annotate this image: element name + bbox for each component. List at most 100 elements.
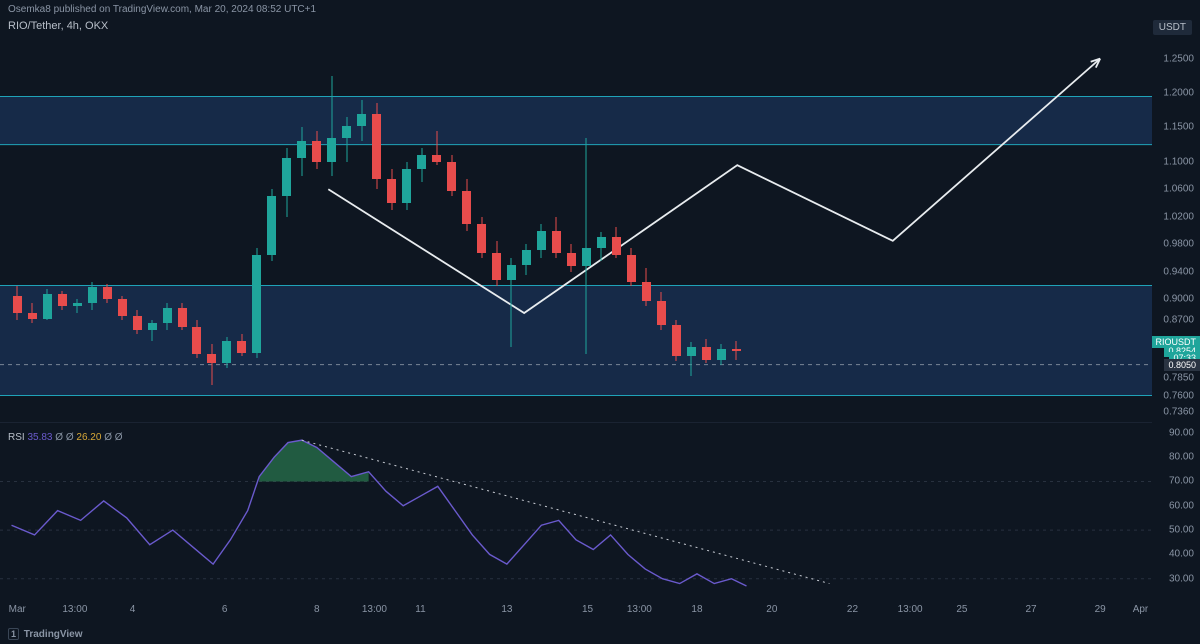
candle	[432, 38, 441, 423]
candle	[417, 38, 426, 423]
time-tick: 20	[766, 604, 777, 615]
time-tick: 27	[1025, 604, 1036, 615]
price-tick: 1.2000	[1163, 88, 1194, 99]
candle	[627, 38, 636, 423]
rsi-tick: 60.00	[1169, 500, 1194, 511]
candle	[297, 38, 306, 423]
time-tick: 29	[1095, 604, 1106, 615]
price-tick: 1.2500	[1163, 53, 1194, 64]
candle	[402, 38, 411, 423]
candle	[88, 38, 97, 423]
symbol-info[interactable]: RIO/Tether, 4h, OKX	[8, 20, 108, 32]
price-axis: 1.2500 1.2000 1.1500 1.1000 1.0600 1.0200 0.98…	[1152, 38, 1200, 423]
time-tick: 18	[691, 604, 702, 615]
candle	[252, 38, 261, 423]
candle	[642, 38, 651, 423]
price-tick: 0.9800	[1163, 239, 1194, 250]
candle	[58, 38, 67, 423]
time-tick: 13:00	[898, 604, 923, 615]
candle	[103, 38, 112, 423]
rsi-tick: 70.00	[1169, 476, 1194, 487]
rsi-tick: 30.00	[1169, 573, 1194, 584]
candle	[567, 38, 576, 423]
time-tick: 13:00	[362, 604, 387, 615]
candle	[492, 38, 501, 423]
rsi-tick: 50.00	[1169, 525, 1194, 536]
candle	[687, 38, 696, 423]
rsi-overlay	[0, 428, 1152, 603]
price-tick: 1.1000	[1163, 156, 1194, 167]
candle	[148, 38, 157, 423]
time-tick: 15	[582, 604, 593, 615]
candle	[118, 38, 127, 423]
candle	[582, 38, 591, 423]
candle	[357, 38, 366, 423]
price-chart[interactable]	[0, 38, 1152, 423]
candles-layer	[0, 38, 1152, 422]
rsi-tick: 40.00	[1169, 549, 1194, 560]
candle	[327, 38, 336, 423]
candle	[522, 38, 531, 423]
price-tick: 1.0600	[1163, 184, 1194, 195]
price-tick: 1.0200	[1163, 211, 1194, 222]
candle	[133, 38, 142, 423]
rsi-tick: 90.00	[1169, 427, 1194, 438]
price-tick: 0.7850	[1163, 373, 1194, 384]
time-tick: 8	[314, 604, 320, 615]
time-tick: 13:00	[627, 604, 652, 615]
candle	[717, 38, 726, 423]
time-tick: 6	[222, 604, 228, 615]
publish-header: Osemka8 published on TradingView.com, Ma…	[0, 0, 1200, 18]
time-axis: Mar 13:00 4 6 8 13:00 11 13 15 13:00 18 20 22 13:00 25…	[0, 604, 1152, 622]
publish-text: Osemka8 published on TradingView.com, Ma…	[8, 4, 316, 15]
candle	[192, 38, 201, 423]
candle	[387, 38, 396, 423]
candle	[163, 38, 172, 423]
time-tick: Apr	[1133, 604, 1149, 615]
candle	[372, 38, 381, 423]
price-tick: 1.1500	[1163, 122, 1194, 133]
time-tick: 25	[956, 604, 967, 615]
time-tick: 22	[847, 604, 858, 615]
price-label: 0.8050	[1164, 359, 1200, 371]
time-tick: 13:00	[62, 604, 87, 615]
price-tick: 0.9400	[1163, 266, 1194, 277]
candle	[237, 38, 246, 423]
candle	[612, 38, 621, 423]
candle	[507, 38, 516, 423]
time-tick: 11	[415, 604, 425, 615]
candle	[13, 38, 22, 423]
rsi-title: RSI 35.83 Ø Ø 26.20 Ø Ø	[8, 432, 123, 443]
price-tick: 0.8700	[1163, 314, 1194, 325]
rsi-tick: 80.00	[1169, 452, 1194, 463]
candle	[537, 38, 546, 423]
candle	[207, 38, 216, 423]
time-tick: 13	[501, 604, 512, 615]
rsi-axis: 90.00 80.00 70.00 60.00 50.00 40.00 30.00	[1152, 428, 1200, 603]
candle	[462, 38, 471, 423]
candle	[447, 38, 456, 423]
time-tick: 4	[130, 604, 136, 615]
candle	[657, 38, 666, 423]
candle	[73, 38, 82, 423]
rsi-panel[interactable]: RSI 35.83 Ø Ø 26.20 Ø Ø	[0, 428, 1152, 603]
candle	[282, 38, 291, 423]
candle	[28, 38, 37, 423]
candle	[732, 38, 741, 423]
quote-badge[interactable]: USDT	[1153, 20, 1192, 35]
candle	[477, 38, 486, 423]
candle	[43, 38, 52, 423]
price-tick: 0.9000	[1163, 294, 1194, 305]
candle	[342, 38, 351, 423]
candle	[552, 38, 561, 423]
price-tick: 0.7360	[1163, 407, 1194, 418]
price-tick: 0.7600	[1163, 390, 1194, 401]
candle	[222, 38, 231, 423]
candle	[672, 38, 681, 423]
candle	[312, 38, 321, 423]
brand-footer: 1 TradingView	[8, 629, 83, 640]
candle	[267, 38, 276, 423]
time-tick: Mar	[9, 604, 26, 615]
candle	[702, 38, 711, 423]
candle	[597, 38, 606, 423]
